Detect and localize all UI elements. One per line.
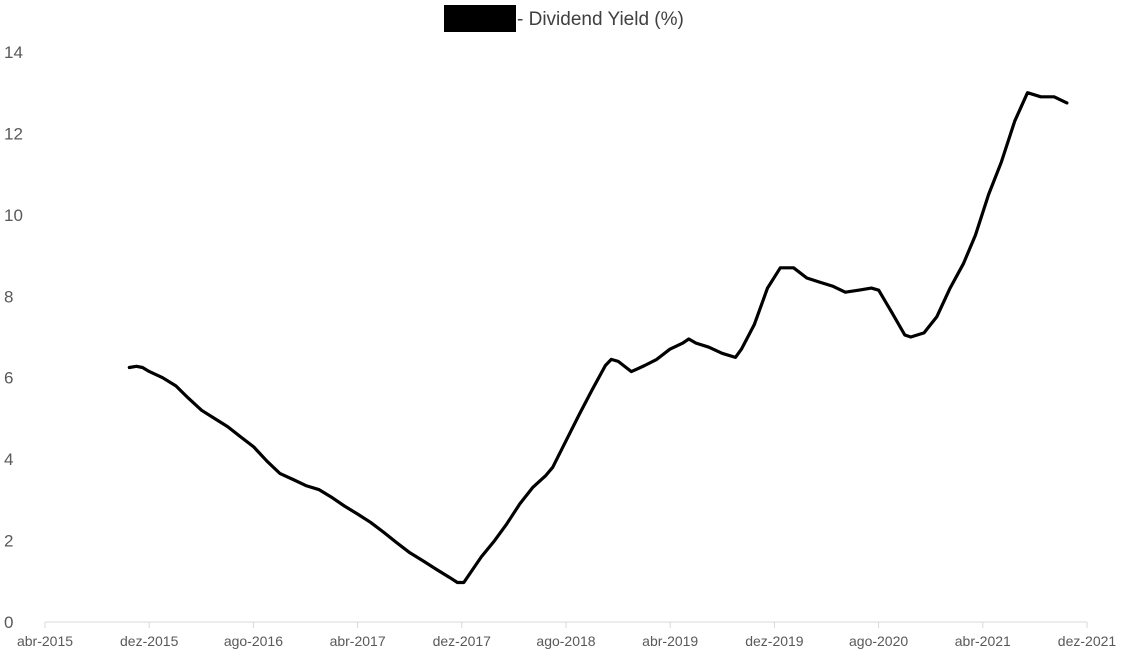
y-tick-label: 14 <box>4 43 23 62</box>
x-tick-label: ago-2020 <box>849 633 908 649</box>
y-tick-label: 0 <box>4 613 13 632</box>
x-tick-label: ago-2016 <box>224 633 283 649</box>
x-tick-label: abr-2021 <box>955 633 1011 649</box>
title-redaction-box <box>444 5 516 32</box>
x-tick-label: abr-2017 <box>330 633 386 649</box>
y-tick-label: 10 <box>4 206 23 225</box>
x-axis: abr-2015 dez-2015 ago-2016 abr-2017 dez-2017… <box>17 621 1117 649</box>
y-tick-label: 12 <box>4 124 23 143</box>
x-tick-label: abr-2015 <box>17 633 73 649</box>
x-tick-label: dez-2019 <box>745 633 804 649</box>
x-tick-label: ago-2018 <box>536 633 595 649</box>
y-tick-label: 2 <box>4 532 13 551</box>
x-tick-label: dez-2017 <box>433 633 492 649</box>
dividend-yield-line <box>127 91 1069 585</box>
y-tick-label: 4 <box>4 450 13 469</box>
x-tick-label: dez-2021 <box>1058 633 1117 649</box>
y-axis: 0 2 4 6 8 10 12 14 <box>4 43 23 632</box>
x-tick-label: abr-2019 <box>642 633 698 649</box>
y-tick-label: 8 <box>4 287 13 306</box>
y-tick-label: 6 <box>4 369 13 388</box>
chart-title: - Dividend Yield (%) <box>517 9 684 30</box>
x-tick-label: dez-2015 <box>120 633 179 649</box>
